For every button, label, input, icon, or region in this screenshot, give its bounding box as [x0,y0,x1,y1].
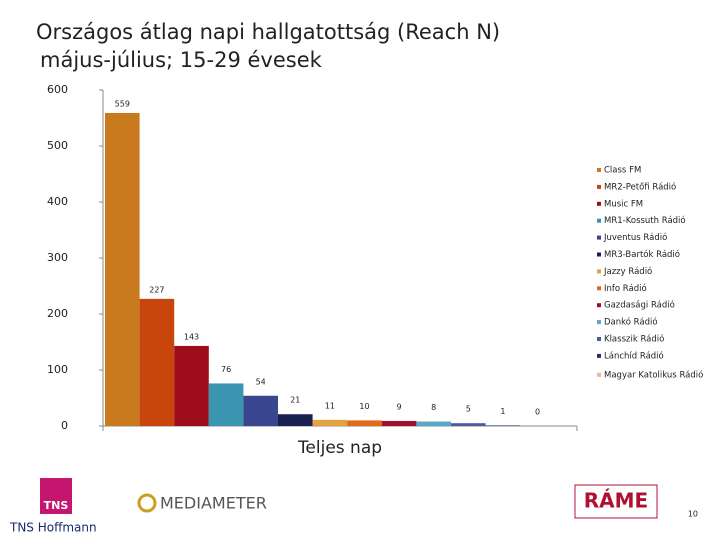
legend-label: Lánchíd Rádió [604,350,664,361]
legend-label: Klasszik Rádió [604,334,664,345]
mediameter-icon [137,493,157,513]
legend-label: Gazdasági Rádió [604,300,675,311]
mediameter-logo: MEDIAMETER [160,494,267,513]
bar [139,298,175,426]
legend-label: Music FM [604,199,643,209]
rame-logo-text: RÁME [584,489,648,513]
bar [485,425,521,426]
bar [451,423,486,426]
legend-label: Info Rádió [604,283,647,294]
chart-subtitle: május-július; 15-29 évesek [40,48,323,72]
legend-swatch [597,353,601,358]
y-tick-label: 300 [47,251,68,264]
y-tick-label: 100 [47,363,68,376]
bar [312,419,348,426]
legend-swatch [597,235,601,240]
value-label: 227 [149,285,164,294]
x-tick-label: Teljes nap [297,438,382,458]
value-label: 559 [115,99,130,108]
tns-name: TNS Hoffmann [9,521,97,535]
value-label: 11 [325,401,335,410]
tns-logo [40,478,72,514]
y-tick-label: 0 [61,419,68,432]
legend-swatch [597,320,601,325]
bar [174,345,209,426]
legend-swatch [597,168,601,172]
value-label: 76 [221,365,231,374]
bar [347,420,382,426]
legend-swatch [597,218,601,223]
value-label: 54 [256,377,266,386]
tns-logo-text: TNS [44,499,69,512]
y-tick-label: 500 [47,139,68,152]
value-label: 143 [184,332,199,341]
bar [208,383,244,426]
legend-label: Juventus Rádió [603,232,667,243]
page-number: 10 [688,510,698,519]
legend-swatch [597,252,601,257]
legend-swatch [597,303,601,308]
legend-swatch [597,201,601,206]
value-label: 10 [359,402,369,411]
legend-swatch [597,184,601,189]
legend-label: MR2-Petőfi Rádió [604,181,676,192]
value-label: 21 [290,396,300,405]
chart-title: Országos átlag napi hallgatottság (Reach… [36,20,500,44]
y-tick-label: 600 [47,83,68,96]
bar [105,112,140,427]
y-tick-label: 400 [47,195,68,208]
legend-swatch [597,372,601,377]
bar [243,395,278,426]
value-label: 8 [431,403,436,412]
value-label: 1 [500,407,505,416]
bar [278,414,313,426]
legend-label: Dankó Rádió [604,317,658,328]
legend-label: Magyar Katolikus Rádió [604,369,703,380]
legend-label: Jazzy Rádió [603,266,652,277]
legend-label: Class FM [604,166,641,176]
legend-swatch [597,286,601,291]
rame-logo [574,484,658,519]
legend-label: MR3-Bartók Rádió [604,249,680,260]
legend-swatch [597,337,601,341]
bar [381,420,417,426]
bar [416,421,451,426]
y-tick-label: 200 [47,307,68,320]
value-label: 5 [466,405,471,414]
legend-label: MR1-Kossuth Rádió [604,215,686,226]
value-label: 9 [397,402,402,411]
value-label: 0 [535,408,540,417]
legend-swatch [597,269,601,274]
